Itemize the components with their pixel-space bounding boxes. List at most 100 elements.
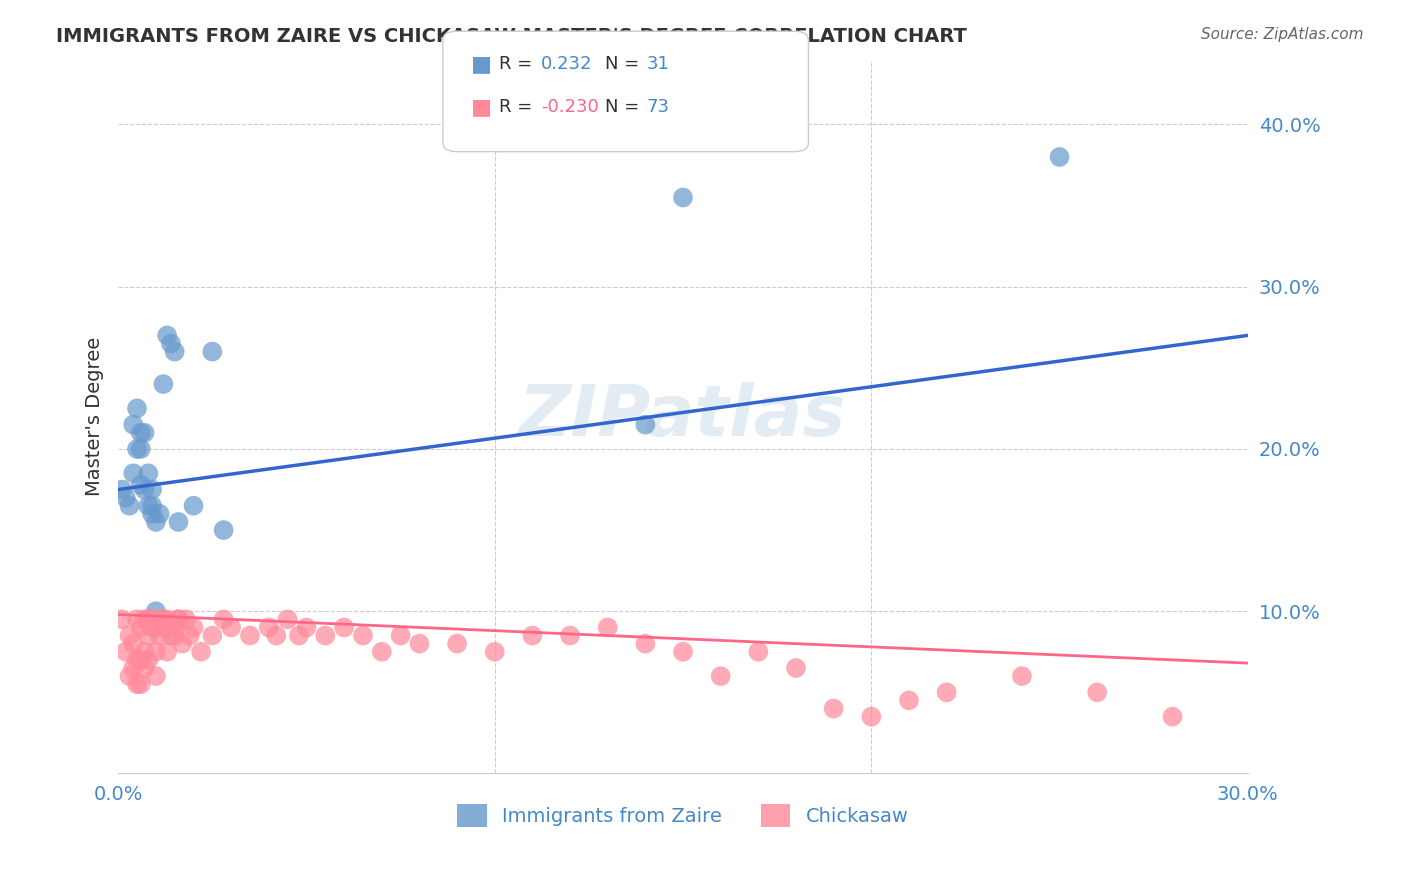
- Point: [295, 620, 318, 634]
- Point: [167, 515, 190, 529]
- Point: [747, 645, 769, 659]
- Point: [125, 612, 148, 626]
- Point: [371, 645, 394, 659]
- Point: [1161, 709, 1184, 723]
- Point: [596, 620, 619, 634]
- Point: [558, 628, 581, 642]
- Point: [352, 628, 374, 642]
- Point: [145, 669, 167, 683]
- Point: [710, 669, 733, 683]
- Point: [152, 620, 174, 634]
- Point: [129, 425, 152, 440]
- Point: [149, 612, 172, 626]
- Point: [122, 637, 145, 651]
- Text: R =: R =: [499, 55, 533, 73]
- Point: [201, 344, 224, 359]
- Point: [129, 477, 152, 491]
- Point: [219, 620, 242, 634]
- Point: [935, 685, 957, 699]
- Text: R =: R =: [499, 98, 533, 116]
- Point: [136, 612, 159, 626]
- Point: [389, 628, 412, 642]
- Point: [288, 628, 311, 642]
- Point: [141, 612, 163, 626]
- Point: [134, 645, 156, 659]
- Point: [145, 620, 167, 634]
- Point: [145, 645, 167, 659]
- Point: [167, 612, 190, 626]
- Point: [141, 483, 163, 497]
- Point: [118, 669, 141, 683]
- Point: [167, 612, 190, 626]
- Point: [484, 645, 506, 659]
- Point: [141, 507, 163, 521]
- Point: [134, 661, 156, 675]
- Point: [860, 709, 883, 723]
- Point: [125, 653, 148, 667]
- Point: [136, 467, 159, 481]
- Point: [1049, 150, 1071, 164]
- Point: [785, 661, 807, 675]
- Point: [118, 499, 141, 513]
- Point: [823, 701, 845, 715]
- Point: [141, 612, 163, 626]
- Point: [125, 401, 148, 416]
- Text: IMMIGRANTS FROM ZAIRE VS CHICKASAW MASTER'S DEGREE CORRELATION CHART: IMMIGRANTS FROM ZAIRE VS CHICKASAW MASTE…: [56, 27, 967, 45]
- Point: [136, 628, 159, 642]
- Point: [145, 515, 167, 529]
- Point: [897, 693, 920, 707]
- Point: [333, 620, 356, 634]
- Point: [156, 328, 179, 343]
- Text: N =: N =: [605, 55, 638, 73]
- Point: [212, 612, 235, 626]
- Point: [136, 612, 159, 626]
- Point: [122, 467, 145, 481]
- Point: [446, 637, 468, 651]
- Text: 73: 73: [647, 98, 669, 116]
- Text: ■: ■: [471, 54, 492, 74]
- Point: [125, 442, 148, 456]
- Text: 0.232: 0.232: [541, 55, 593, 73]
- Text: 31: 31: [647, 55, 669, 73]
- Point: [179, 628, 201, 642]
- Point: [212, 523, 235, 537]
- Point: [174, 612, 197, 626]
- Point: [134, 612, 156, 626]
- Point: [122, 661, 145, 675]
- Point: [152, 612, 174, 626]
- Point: [111, 483, 134, 497]
- Point: [201, 628, 224, 642]
- Point: [136, 653, 159, 667]
- Point: [172, 637, 194, 651]
- Point: [129, 677, 152, 691]
- Text: ■: ■: [471, 97, 492, 117]
- Text: Source: ZipAtlas.com: Source: ZipAtlas.com: [1201, 27, 1364, 42]
- Point: [183, 620, 205, 634]
- Point: [160, 628, 183, 642]
- Point: [129, 442, 152, 456]
- Point: [408, 637, 430, 651]
- Text: -0.230: -0.230: [541, 98, 599, 116]
- Point: [1085, 685, 1108, 699]
- Point: [114, 645, 136, 659]
- Point: [160, 336, 183, 351]
- Point: [114, 491, 136, 505]
- Point: [672, 190, 695, 204]
- Point: [149, 507, 172, 521]
- Point: [634, 417, 657, 432]
- Point: [156, 645, 179, 659]
- Point: [118, 628, 141, 642]
- Point: [672, 645, 695, 659]
- Point: [266, 628, 288, 642]
- Point: [1011, 669, 1033, 683]
- Point: [149, 628, 172, 642]
- Point: [111, 612, 134, 626]
- Point: [277, 612, 299, 626]
- Point: [129, 620, 152, 634]
- Point: [125, 677, 148, 691]
- Text: N =: N =: [605, 98, 638, 116]
- Point: [134, 425, 156, 440]
- Point: [136, 499, 159, 513]
- Point: [129, 653, 152, 667]
- Point: [634, 637, 657, 651]
